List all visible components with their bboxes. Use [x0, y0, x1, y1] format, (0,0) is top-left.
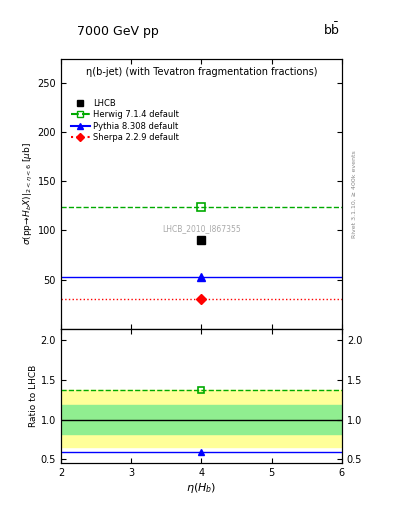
- Text: Rivet 3.1.10, ≥ 400k events: Rivet 3.1.10, ≥ 400k events: [352, 151, 357, 239]
- Text: LHCB_2010_I867355: LHCB_2010_I867355: [162, 224, 241, 233]
- Y-axis label: Ratio to LHCB: Ratio to LHCB: [29, 365, 38, 427]
- Legend: LHCB, Herwig 7.1.4 default, Pythia 8.308 default, Sherpa 2.2.9 default: LHCB, Herwig 7.1.4 default, Pythia 8.308…: [68, 95, 182, 145]
- Y-axis label: $\sigma(\mathsf{pp} \!\to\! H_b X)|_{2<\eta<6}\ [\mu\mathsf{b}]$: $\sigma(\mathsf{pp} \!\to\! H_b X)|_{2<\…: [22, 142, 35, 245]
- Bar: [61, 406, 342, 434]
- Text: b$\bar{\mathrm{b}}$: b$\bar{\mathrm{b}}$: [323, 22, 340, 38]
- Text: 7000 GeV pp: 7000 GeV pp: [77, 26, 159, 38]
- Text: η(b-jet) (with Tevatron fragmentation fractions): η(b-jet) (with Tevatron fragmentation fr…: [86, 67, 317, 77]
- Bar: [61, 390, 342, 447]
- X-axis label: $\eta(H_b)$: $\eta(H_b)$: [186, 481, 217, 495]
